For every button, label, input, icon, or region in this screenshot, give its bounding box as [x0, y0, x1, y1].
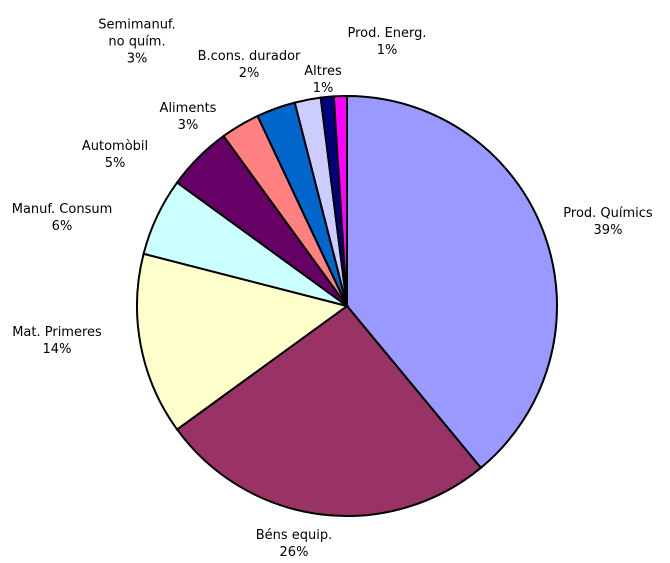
value-label: 39%: [593, 223, 623, 238]
slice-label: Prod. Químics 39%: [563, 205, 652, 239]
slice-label: Semimanuf. no quím. 3%: [92, 17, 182, 68]
category-label: Manuf. Consum: [11, 202, 113, 217]
pie-slice: [346, 94, 558, 470]
slice-label: B.cons. durador 2%: [198, 48, 301, 82]
slice-label: Mat. Primeres 14%: [12, 324, 102, 358]
pie-slice: [136, 252, 350, 431]
category-label: Automòbil: [81, 139, 149, 154]
category-label: Mat. Primeres: [12, 325, 102, 340]
category-label: Semimanuf. no quím.: [98, 17, 176, 50]
category-label: Prod. Energ.: [347, 26, 427, 41]
value-label: 1%: [376, 43, 398, 58]
category-label: Aliments: [159, 101, 217, 116]
value-label: 6%: [51, 219, 73, 234]
value-label: 5%: [104, 156, 126, 171]
value-label: 1%: [312, 81, 334, 96]
value-label: 3%: [126, 51, 148, 67]
pie-slice: [332, 94, 348, 307]
slice-label: Prod. Energ. 1%: [347, 25, 426, 59]
category-label: Altres: [304, 64, 342, 79]
value-label: 2%: [238, 66, 260, 81]
value-label: 3%: [177, 118, 199, 133]
category-label: B.cons. durador: [197, 49, 301, 64]
category-label: Béns equip.: [255, 528, 333, 543]
pie-slice: [175, 304, 483, 517]
value-label: 26%: [279, 545, 309, 560]
slice-label: Manuf. Consum 6%: [12, 201, 113, 235]
slice-label: Béns equip. 26%: [256, 527, 333, 561]
slice-label: Aliments 3%: [160, 100, 217, 134]
slice-label: Altres 1%: [304, 63, 341, 97]
category-label: Prod. Químics: [563, 206, 653, 221]
slice-label: Automòbil 5%: [82, 138, 148, 172]
value-label: 14%: [42, 342, 72, 357]
